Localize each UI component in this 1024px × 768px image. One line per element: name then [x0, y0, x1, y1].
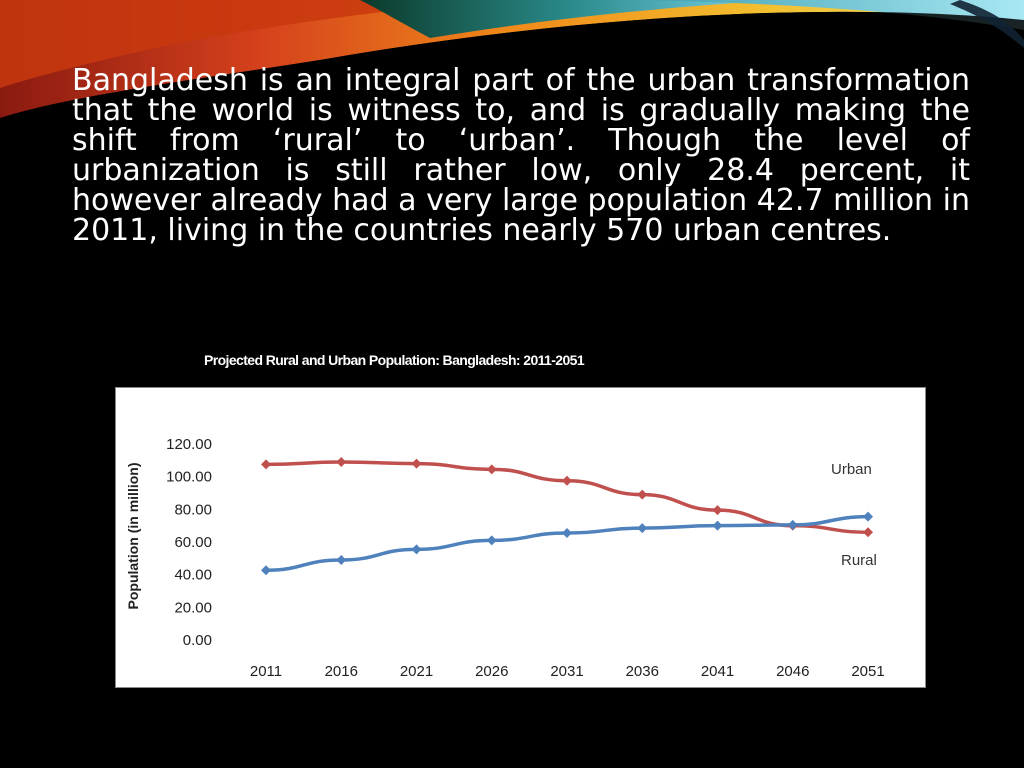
data-point-urban	[637, 523, 648, 534]
x-tick-label: 2041	[701, 663, 734, 680]
y-tick-label: 0.00	[183, 632, 212, 649]
data-point-rural	[261, 459, 271, 470]
chart-container: 0.00 20.00 40.00 60.00 80.00 100.00 120.00 201…	[115, 387, 926, 688]
data-point-rural	[863, 527, 873, 538]
data-point-rural	[486, 464, 497, 475]
data-point-rural	[712, 505, 723, 516]
x-tick-label: 2011	[250, 663, 282, 680]
x-tick-label: 2031	[550, 663, 583, 680]
data-point-rural	[562, 475, 572, 486]
y-tick-label: 60.00	[174, 534, 212, 551]
y-tick-label: 40.00	[174, 567, 212, 584]
x-tick-label: 2036	[626, 663, 659, 680]
x-tick-label: 2021	[400, 663, 433, 680]
y-tick-label: 100.00	[166, 469, 212, 486]
series-line-rural	[264, 460, 870, 534]
y-tick-label: 80.00	[174, 501, 212, 518]
data-point-urban	[787, 519, 798, 530]
data-point-urban	[411, 544, 422, 555]
decorative-swoosh	[0, 0, 1024, 130]
data-point-rural	[637, 489, 648, 500]
data-point-urban	[863, 511, 873, 522]
data-point-urban	[712, 520, 723, 531]
slide-paragraph: Bangladesh is an integral part of the ur…	[72, 63, 970, 248]
y-axis-label: Population (in million)	[125, 463, 141, 610]
x-tick-label: 2016	[325, 663, 358, 680]
chart-title: Projected Rural and Urban Population: Ba…	[204, 352, 585, 368]
data-point-urban	[261, 565, 271, 576]
legend-urban: Urban	[831, 461, 872, 478]
legend-rural: Rural	[841, 552, 877, 569]
x-tick-label: 2051	[851, 663, 884, 680]
y-tick-label: 20.00	[174, 599, 212, 616]
line-chart: 0.00 20.00 40.00 60.00 80.00 100.00 120.00 201…	[125, 436, 885, 680]
x-tick-label: 2046	[776, 663, 809, 680]
y-tick-label: 120.00	[166, 436, 212, 453]
series-line-urban	[264, 514, 870, 573]
data-point-rural	[336, 456, 347, 467]
data-point-rural	[411, 458, 422, 469]
x-tick-label: 2026	[475, 663, 508, 680]
data-point-urban	[562, 528, 572, 539]
data-point-urban	[486, 535, 497, 546]
data-point-urban	[336, 554, 347, 565]
